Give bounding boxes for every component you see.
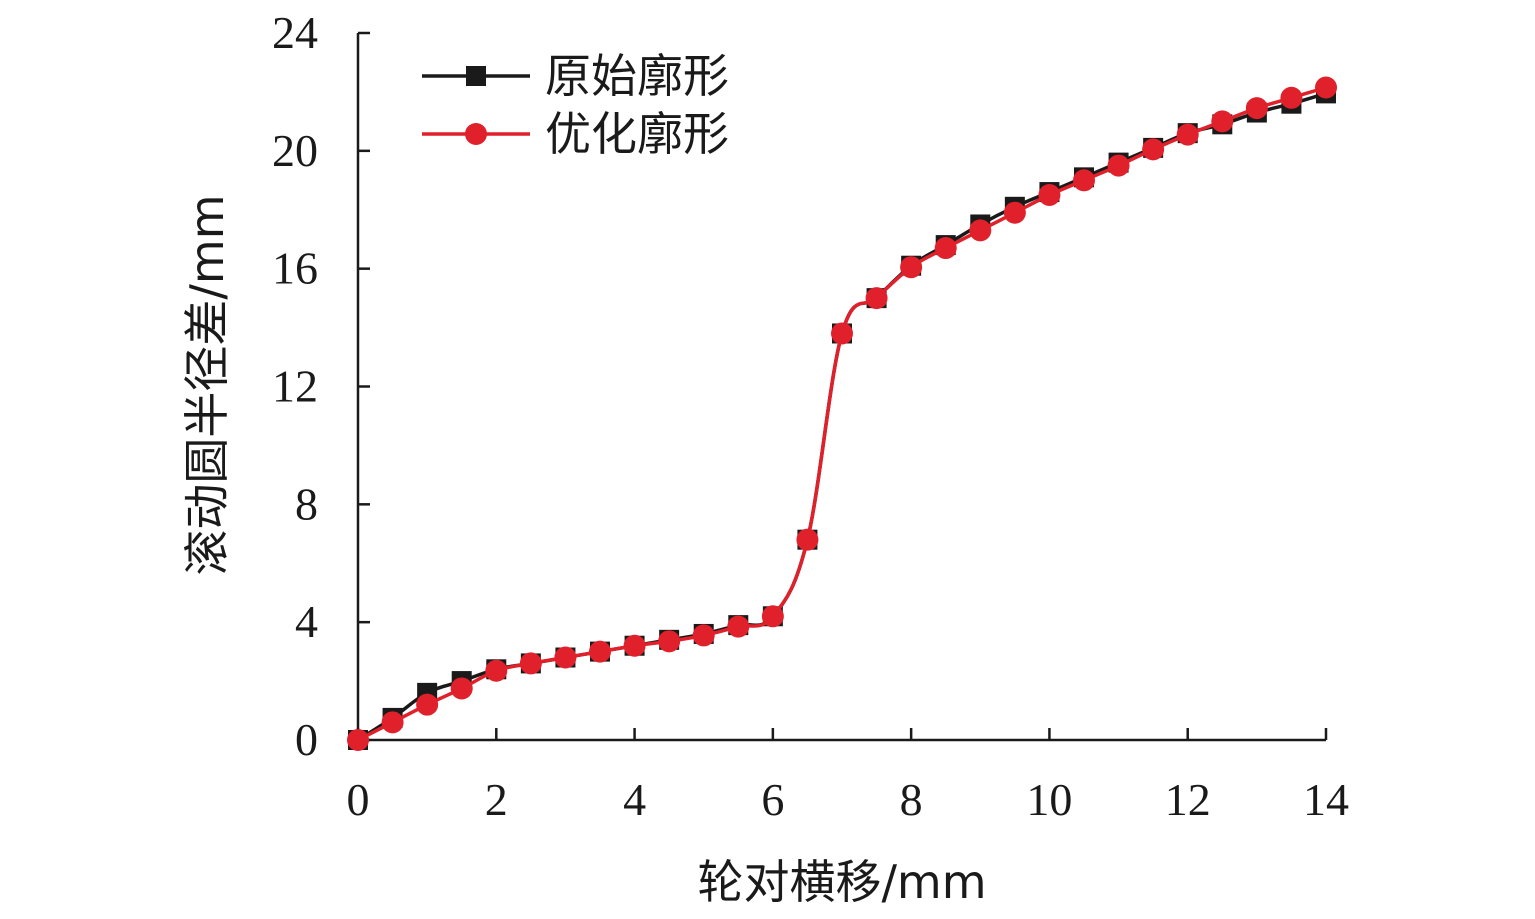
legend-label: 原始廓形 [545, 49, 729, 103]
x-tick-label: 14 [1303, 774, 1349, 825]
data-point-circle [1315, 76, 1337, 99]
legend-marker-circle [465, 123, 487, 145]
data-point-circle [485, 659, 508, 682]
y-tick-label: 12 [272, 361, 318, 412]
data-point-circle [381, 711, 404, 734]
data-point-circle [692, 624, 715, 647]
data-point-circle [969, 219, 992, 242]
data-point-circle [1142, 138, 1165, 161]
data-point-circle [658, 630, 681, 653]
data-point-circle [865, 287, 888, 310]
data-point-circle [1280, 86, 1303, 109]
x-tick-label: 8 [900, 774, 923, 825]
data-point-circle [519, 652, 542, 675]
series-2 [347, 76, 1337, 751]
x-tick-label: 0 [347, 774, 370, 825]
data-point-circle [1073, 169, 1095, 192]
x-tick-label: 10 [1026, 774, 1072, 825]
data-point-circle [900, 256, 923, 279]
data-point-circle [1038, 184, 1061, 207]
data-point-circle [623, 634, 646, 657]
data-point-circle [1003, 201, 1026, 224]
x-tick-label: 12 [1165, 774, 1211, 825]
y-tick-label: 24 [272, 7, 318, 58]
y-tick-label: 0 [295, 714, 318, 765]
legend-label: 优化廓形 [545, 107, 729, 161]
plot-series [347, 76, 1337, 751]
data-point-circle [934, 237, 957, 260]
x-tick-label: 4 [623, 774, 646, 825]
series-1-line [357, 91, 1327, 742]
data-point-circle [589, 640, 611, 663]
data-point-circle [831, 322, 853, 345]
legend-marker-square [466, 66, 486, 86]
x-tick-label: 6 [761, 774, 784, 825]
y-tick-label: 8 [295, 478, 318, 529]
data-point-circle [1211, 110, 1234, 133]
y-tick-label: 4 [295, 596, 318, 647]
data-point-circle [450, 677, 473, 700]
data-point-circle [1245, 97, 1268, 120]
y-tick-label: 20 [272, 125, 318, 176]
data-point-circle [727, 615, 750, 638]
legend-item-1: 原始廓形 [422, 49, 729, 103]
series-1 [348, 83, 1336, 750]
x-tick-label: 2 [485, 774, 508, 825]
data-point-circle [416, 693, 439, 716]
data-point-circle [761, 605, 784, 628]
data-point-circle [796, 528, 819, 551]
x-axis-title: 轮对横移/mm [697, 855, 986, 909]
data-point-circle [1176, 123, 1199, 146]
data-point-circle [1107, 154, 1130, 177]
data-point-circle [347, 729, 369, 751]
data-point-circle [554, 646, 577, 669]
y-tick-label: 16 [272, 243, 318, 294]
y-axis-title: 滚动圆半径差/mm [180, 194, 234, 575]
legend-item-2: 优化廓形 [422, 107, 729, 161]
series-2-line [357, 85, 1327, 742]
